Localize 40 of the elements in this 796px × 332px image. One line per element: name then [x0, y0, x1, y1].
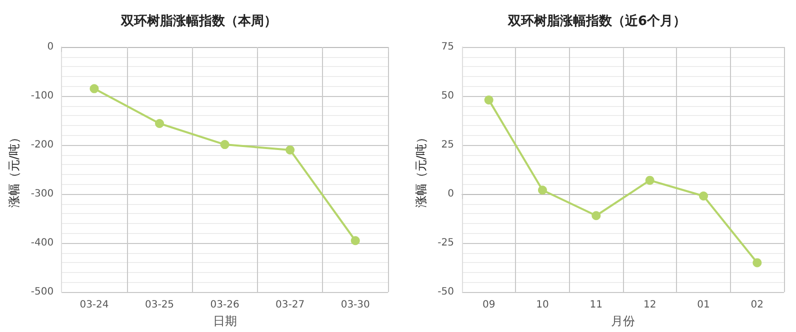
point [286, 145, 295, 154]
x-tick-label: 12 [643, 300, 656, 311]
y-tick-label: 0 [47, 42, 54, 52]
chart-title: 双环树脂涨幅指数（本周） [120, 14, 277, 29]
x-tick-label: 03-24 [80, 300, 109, 311]
point [220, 140, 230, 150]
x-tick-label: 03-27 [276, 300, 305, 311]
x-tick-label: 03-26 [210, 300, 240, 311]
y-tick-label: 50 [441, 90, 454, 102]
y-tick-label: -25 [438, 238, 454, 249]
x-axis-title: 月份 [611, 314, 635, 328]
point [699, 192, 708, 201]
x-tick-label: 10 [536, 300, 549, 311]
x-tick-label: 01 [697, 300, 710, 311]
y-tick-label: -400 [30, 238, 54, 249]
point [350, 236, 360, 246]
y-tick-label: -100 [30, 90, 54, 102]
point [592, 211, 601, 220]
point [484, 95, 494, 104]
chart-title: 双环树脂涨幅指数（近6个月） [506, 13, 686, 29]
x-tick-label: 11 [590, 300, 603, 311]
x-tick-label: 09 [482, 300, 496, 311]
x-tick-label: 03-30 [340, 300, 370, 311]
x-axis-title: 日期 [212, 314, 237, 328]
y-tick-label: 75 [441, 42, 454, 52]
x-tick-label: 02 [750, 300, 764, 311]
y-axis-title: 涨幅（元/吨） [414, 132, 428, 208]
y-tick-label: -500 [30, 286, 54, 298]
y-tick-label: 25 [441, 140, 454, 151]
y-tick-label: -300 [30, 188, 54, 200]
point [538, 186, 547, 195]
point [155, 118, 164, 128]
x-tick-label: 03-25 [144, 300, 174, 311]
point [752, 258, 762, 268]
y-tick-label: -50 [438, 286, 454, 298]
point [645, 176, 654, 185]
y-tick-label: -200 [30, 140, 54, 151]
y-tick-label: 0 [448, 188, 454, 200]
point [90, 84, 99, 94]
y-axis-title: 涨幅（元/吨） [7, 132, 21, 208]
